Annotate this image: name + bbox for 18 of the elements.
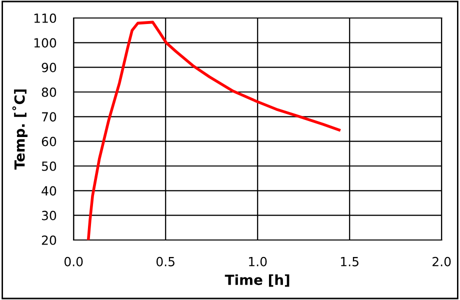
y-tick-label: 110: [34, 13, 56, 23]
line-series: [86, 20, 340, 240]
x-tick-label: 0.5: [156, 256, 174, 266]
x-tick-label: 1.5: [341, 257, 358, 266]
x-tick-label: 0.0: [64, 256, 83, 266]
y-tick-label: 40: [42, 186, 56, 196]
y-tick-label: 20: [42, 235, 56, 245]
y-tick-label: 90: [42, 62, 56, 72]
y-tick-label: 70: [42, 112, 56, 122]
y-tick-label: 60: [42, 136, 56, 146]
y-tick-label: 80: [42, 87, 56, 97]
x-tick-label: 1.0: [249, 256, 267, 266]
y-axis-title: Temp. [˚C]: [12, 89, 28, 170]
y-tick-label: 50: [42, 161, 56, 171]
y-tick-label: 100: [34, 38, 56, 48]
x-tick-label: 2.0: [432, 256, 451, 266]
y-tick-label: 30: [42, 210, 56, 220]
x-axis-title: Time [h]: [224, 274, 290, 287]
